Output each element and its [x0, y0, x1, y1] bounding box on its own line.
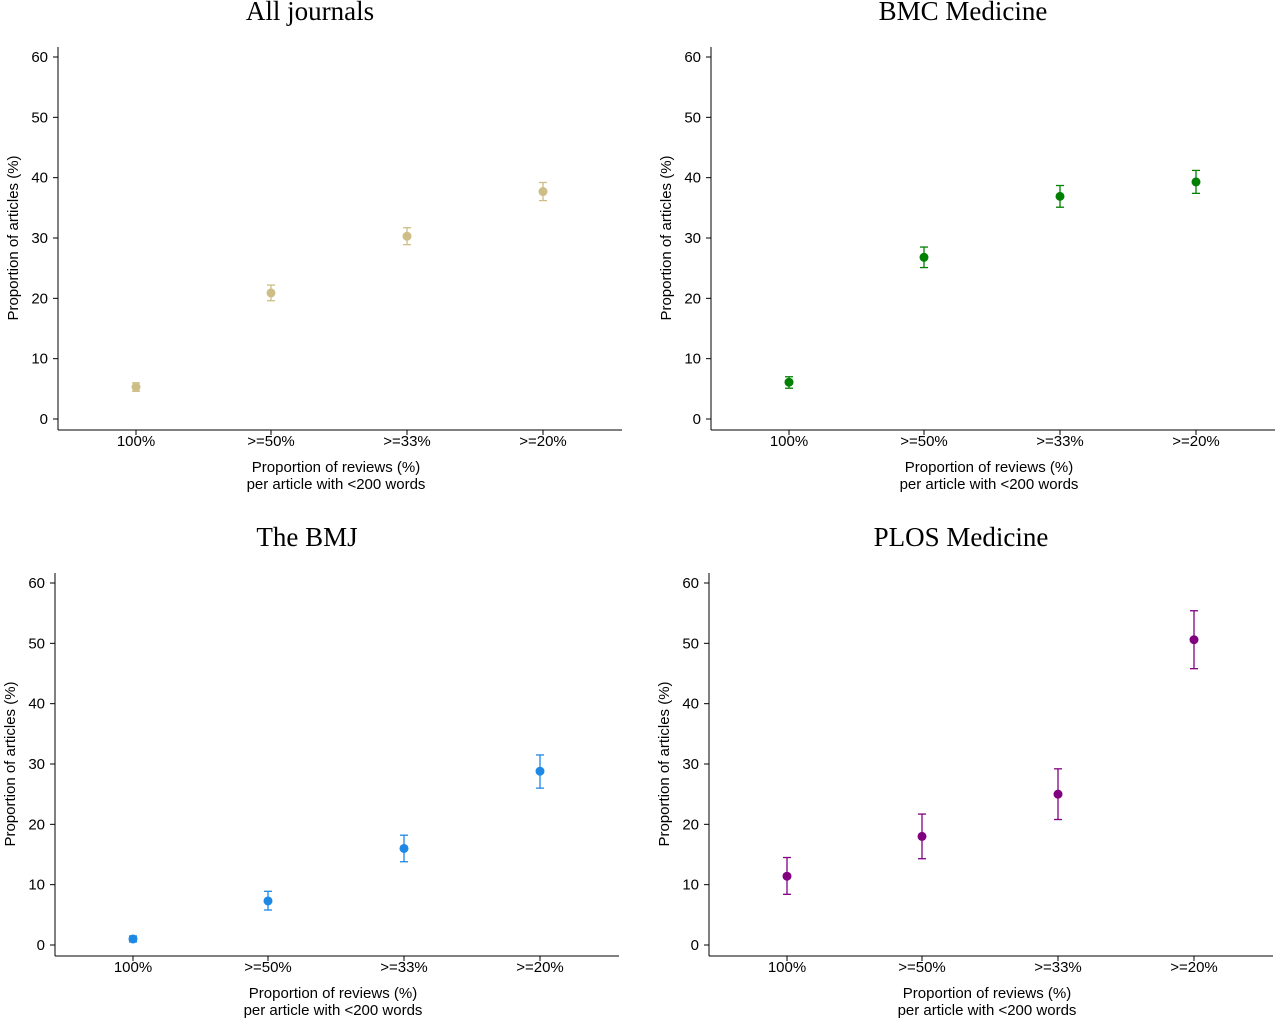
data-point [402, 231, 412, 241]
y-axis-title: Proportion of articles (%) [2, 681, 19, 846]
panel-title: The BMJ [256, 522, 357, 552]
y-tick-label: 40 [31, 170, 48, 187]
y-tick-label: 60 [682, 575, 699, 592]
data-point [919, 252, 929, 262]
y-tick-label: 40 [28, 696, 45, 713]
data-point [1191, 177, 1201, 187]
data-point [131, 382, 141, 392]
y-tick-label: 60 [684, 49, 701, 66]
x-tick-label: >=20% [1172, 433, 1220, 450]
data-point [128, 934, 138, 944]
y-tick-label: 50 [31, 109, 48, 126]
y-tick-label: 10 [682, 877, 699, 894]
y-tick-label: 10 [28, 877, 45, 894]
y-tick-label: 10 [684, 351, 701, 368]
x-tick-label: >=20% [1170, 959, 1218, 976]
x-tick-label: >=50% [247, 433, 295, 450]
y-tick-label: 20 [684, 290, 701, 307]
x-tick-label: >=33% [383, 433, 431, 450]
panel-bmc-medicine: BMC Medicine Proportion of articles (%) … [658, 0, 1275, 493]
x-tick-label: >=50% [898, 959, 946, 976]
y-tick-label: 0 [693, 411, 701, 428]
y-tick-label: 10 [31, 351, 48, 368]
y-axis-title: Proportion of articles (%) [5, 155, 22, 320]
y-tick-label: 20 [682, 816, 699, 833]
plot-area: 0 10 20 30 40 50 60 100% >=50% >=33% >=20% [682, 573, 1273, 976]
plot-area: 0 10 20 30 40 50 60 100% >=50% >=33% >=20% [28, 573, 619, 976]
y-tick-label: 30 [682, 756, 699, 773]
y-tick-label: 0 [691, 937, 699, 954]
y-tick-label: 0 [40, 411, 48, 428]
x-axis-title-line1: Proportion of reviews (%) [903, 985, 1071, 1002]
x-tick-label: >=33% [1034, 959, 1082, 976]
x-tick-label: 100% [114, 959, 152, 976]
y-tick-label: 30 [31, 230, 48, 247]
x-tick-label: >=20% [519, 433, 567, 450]
panel-title: All journals [246, 0, 374, 26]
data-point [399, 843, 409, 853]
panel-plos-medicine: PLOS Medicine Proportion of articles (%)… [656, 522, 1273, 1019]
panel-all-journals: All journals Proportion of articles (%) … [5, 0, 622, 493]
data-point [535, 766, 545, 776]
data-point [917, 831, 927, 841]
panel-title: PLOS Medicine [874, 522, 1049, 552]
panel-title: BMC Medicine [879, 0, 1048, 26]
x-tick-label: >=50% [244, 959, 292, 976]
x-tick-label: >=50% [900, 433, 948, 450]
x-tick-label: >=20% [516, 959, 564, 976]
plot-area: 0 10 20 30 40 50 60 100% >=50% >=33% >=20% [31, 47, 622, 450]
plot-area: 0 10 20 30 40 50 60 100% >=50% >=33% >=20% [684, 47, 1275, 450]
y-tick-label: 30 [684, 230, 701, 247]
y-tick-label: 0 [37, 937, 45, 954]
y-axis-title: Proportion of articles (%) [656, 681, 673, 846]
y-tick-label: 50 [28, 635, 45, 652]
x-axis-title-line1: Proportion of reviews (%) [905, 459, 1073, 476]
data-point [263, 896, 273, 906]
x-axis-title-line2: per article with <200 words [247, 476, 426, 493]
y-axis-title: Proportion of articles (%) [658, 155, 675, 320]
x-tick-label: >=33% [380, 959, 428, 976]
y-tick-label: 50 [684, 109, 701, 126]
panel-the-bmj: The BMJ Proportion of articles (%) Propo… [2, 522, 619, 1019]
y-tick-label: 20 [31, 290, 48, 307]
data-point [1189, 635, 1199, 645]
y-tick-label: 40 [682, 696, 699, 713]
data-point [538, 187, 548, 197]
y-tick-label: 60 [31, 49, 48, 66]
y-tick-label: 50 [682, 635, 699, 652]
x-axis-title-line1: Proportion of reviews (%) [249, 985, 417, 1002]
y-tick-label: 30 [28, 756, 45, 773]
x-axis-title-line2: per article with <200 words [898, 1002, 1077, 1019]
x-axis-title-line2: per article with <200 words [244, 1002, 423, 1019]
y-tick-label: 20 [28, 816, 45, 833]
x-tick-label: 100% [768, 959, 806, 976]
x-axis-title-line1: Proportion of reviews (%) [252, 459, 420, 476]
y-tick-label: 60 [28, 575, 45, 592]
x-tick-label: >=33% [1036, 433, 1084, 450]
y-tick-label: 40 [684, 170, 701, 187]
x-tick-label: 100% [770, 433, 808, 450]
x-tick-label: 100% [117, 433, 155, 450]
data-point [266, 288, 276, 298]
data-point [784, 377, 794, 387]
data-point [782, 871, 792, 881]
data-point [1055, 191, 1065, 201]
x-axis-title-line2: per article with <200 words [900, 476, 1079, 493]
data-point [1053, 789, 1063, 799]
